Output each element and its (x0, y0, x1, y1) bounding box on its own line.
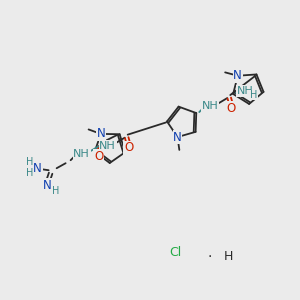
Text: N: N (173, 130, 182, 143)
Text: H: H (250, 90, 258, 100)
Text: NH: NH (202, 101, 219, 111)
Text: O: O (226, 102, 236, 115)
Text: NH: NH (73, 149, 90, 159)
Text: Cl: Cl (169, 245, 181, 259)
Text: ·: · (208, 250, 212, 264)
Text: H: H (26, 168, 33, 178)
Text: O: O (124, 141, 133, 154)
Text: N: N (96, 128, 105, 140)
Text: NH: NH (237, 86, 254, 96)
Text: N: N (233, 69, 242, 82)
Text: NH: NH (99, 141, 116, 151)
Text: H: H (52, 186, 59, 196)
Text: H: H (223, 250, 233, 263)
Text: H: H (26, 157, 33, 167)
Text: O: O (94, 150, 103, 163)
Text: N: N (33, 162, 42, 175)
Text: N: N (43, 179, 52, 192)
